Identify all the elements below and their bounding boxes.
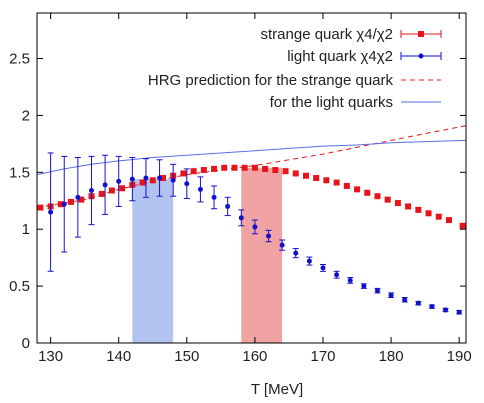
y-tick-label: 0 [22, 335, 30, 352]
strange-quark-point [445, 217, 452, 224]
axis-ticks: 130 140 150 160 170 180 190 0 0.5 1 1.5 2 2.5 [9, 13, 472, 365]
light-quark-point [143, 175, 149, 181]
strange-quark-point [282, 168, 289, 175]
legend-label: light quark χ4χ2 [287, 48, 393, 65]
legend-swatch-marker [418, 53, 424, 59]
strange-quark-point [384, 196, 391, 203]
strange-quark-point [364, 189, 371, 196]
light-quark-point [361, 283, 367, 289]
light-quark-point [374, 288, 380, 294]
light-quark-point [279, 242, 285, 248]
legend-label: strange quark χ4/χ2 [261, 26, 394, 43]
strange-quark-point [108, 187, 115, 194]
strange-quark-point [425, 210, 432, 217]
light-quark-point [88, 188, 94, 194]
strange-quark-point [78, 196, 85, 203]
data-points [37, 152, 466, 315]
strange-quark-point [343, 182, 350, 189]
highlight-bands [132, 167, 283, 343]
legend: strange quark χ4/χ2 light quark χ4χ2 HRG p… [148, 26, 442, 111]
strange-quark-point [159, 175, 166, 181]
strange-quark-point [405, 203, 412, 210]
light-quark-point [238, 215, 244, 221]
band-0 [132, 179, 174, 343]
light-quark-point [402, 297, 408, 303]
light-quark-point [75, 194, 81, 200]
strange-quark-point [190, 168, 197, 175]
light-quark-point [456, 309, 462, 315]
x-tick-label: 160 [242, 348, 267, 365]
band-1 [241, 167, 283, 343]
light-quark-point [429, 304, 435, 310]
strange-quark-point [272, 167, 279, 174]
x-axis-label: T [MeV] [251, 381, 303, 398]
light-quark-point [116, 178, 122, 184]
strange-quark-point [200, 167, 207, 174]
x-tick-label: 170 [310, 348, 335, 365]
x-tick-label: 180 [379, 348, 404, 365]
light-quark-point [388, 292, 394, 298]
light-quark-point [129, 176, 135, 182]
plot-frame [36, 12, 467, 344]
light-quark-point [197, 186, 203, 192]
light-quark-point [443, 307, 449, 313]
light-quark-point [293, 250, 299, 256]
light-quark-point [334, 272, 340, 278]
x-tick-label: 190 [447, 348, 472, 365]
strange-quark-point [119, 185, 126, 192]
strange-quark-point [415, 206, 422, 213]
light-quark-point [320, 265, 326, 271]
x-tick-label: 150 [174, 348, 199, 365]
light-quark-point [102, 182, 108, 188]
strange-quark-point [98, 190, 105, 197]
strange-quark-point [37, 204, 44, 211]
y-tick-label: 2 [22, 107, 30, 124]
light-quark-point [415, 300, 421, 306]
strange-quark-point [459, 222, 466, 229]
strange-quark-point [262, 165, 269, 172]
strange-quark-point [139, 179, 146, 186]
strange-quark-point [374, 193, 381, 200]
light-quark-point [170, 177, 176, 183]
light-quark-point [266, 233, 272, 239]
y-tick-label: 1.5 [9, 164, 30, 181]
x-tick-label: 140 [106, 348, 131, 365]
strange-quark-point [149, 177, 156, 184]
strange-quark-point [251, 164, 258, 171]
strange-quark-point [313, 175, 320, 181]
light-quark-point [347, 277, 353, 283]
x-tick-label: 130 [38, 348, 63, 365]
strange-quark-point [354, 186, 361, 193]
legend-swatch-marker [418, 31, 424, 37]
light-quark-point [252, 224, 258, 230]
light-quark-point [306, 258, 312, 264]
strange-quark-point [221, 164, 228, 171]
light-quark-point [48, 209, 54, 215]
strange-quark-point [180, 170, 187, 177]
strange-quark-point [231, 164, 238, 171]
strange-quark-point [435, 213, 442, 220]
y-tick-label: 0.5 [9, 278, 30, 295]
light-quark-point [61, 201, 67, 207]
strange-quark-point [68, 198, 75, 205]
legend-label: for the light quarks [270, 94, 393, 111]
legend-label: HRG prediction for the strange quark [148, 72, 394, 89]
strange-quark-point [292, 170, 299, 177]
light-quark-point [157, 175, 163, 181]
strange-quark-point [211, 165, 218, 172]
strange-quark-point [323, 177, 330, 184]
y-tick-label: 1 [22, 221, 30, 238]
series-line-3 [36, 139, 467, 176]
light-quark-point [184, 181, 190, 187]
strange-quark-point [394, 200, 401, 207]
strange-quark-point [57, 201, 64, 208]
strange-quark-point [241, 164, 248, 171]
strange-quark-point [333, 179, 340, 186]
light-quark-point [211, 194, 217, 200]
y-tick-label: 2.5 [9, 51, 30, 68]
light-quark-point [225, 203, 231, 209]
strange-quark-point [302, 172, 309, 179]
